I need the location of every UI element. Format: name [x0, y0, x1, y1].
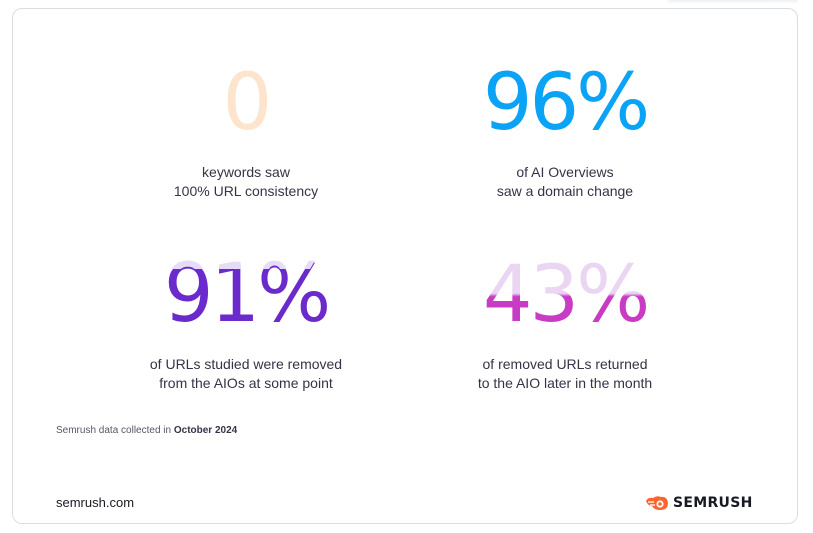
stat-description-line: of AI Overviews	[516, 164, 614, 180]
stat-keywords-consistency: 0 keywords saw 100% URL consistency	[96, 63, 396, 201]
stat-value: 43%	[415, 255, 715, 335]
stat-value-ghost: 91%	[163, 248, 331, 338]
stat-description-line: from the AIOs at some point	[159, 375, 333, 391]
top-edge-shadow	[668, 0, 798, 4]
stat-value: 96%	[482, 58, 650, 148]
stat-value: 0	[222, 58, 273, 148]
stat-description-line: keywords saw	[202, 164, 290, 180]
stat-domain-change: 96% of AI Overviews saw a domain change	[415, 63, 715, 201]
infographic-card	[12, 8, 798, 524]
stat-description: of URLs studied were removed from the AI…	[96, 355, 396, 393]
semrush-logo: SEMRUSH	[645, 494, 753, 512]
stat-urls-returned: 43% of removed URLs returned to the AIO …	[415, 255, 715, 393]
stat-description-line: 100% URL consistency	[173, 183, 319, 199]
stat-description: of removed URLs returned to the AIO late…	[415, 355, 715, 393]
data-source-note: Semrush data collected in October 2024	[56, 425, 237, 436]
data-source-date: October 2024	[173, 425, 238, 436]
data-source-prefix: Semrush data collected in	[56, 425, 172, 436]
stat-description-line: of removed URLs returned	[482, 356, 648, 372]
semrush-wordmark: SEMRUSH	[673, 495, 753, 511]
semrush-fire-icon	[646, 496, 668, 510]
stat-urls-removed: 91% 91% of URLs studied were removed fro…	[96, 248, 396, 393]
stat-description-line: to the AIO later in the month	[477, 375, 653, 391]
stat-value-wrapper: 91% 91%	[96, 248, 396, 340]
stat-description: of AI Overviews saw a domain change	[415, 163, 715, 201]
stat-value: 91%	[163, 250, 331, 340]
stat-description: keywords saw 100% URL consistency	[96, 163, 396, 201]
stat-description-line: of URLs studied were removed	[149, 356, 343, 372]
stat-description-line: saw a domain change	[496, 183, 634, 199]
site-url: semrush.com	[56, 495, 135, 510]
